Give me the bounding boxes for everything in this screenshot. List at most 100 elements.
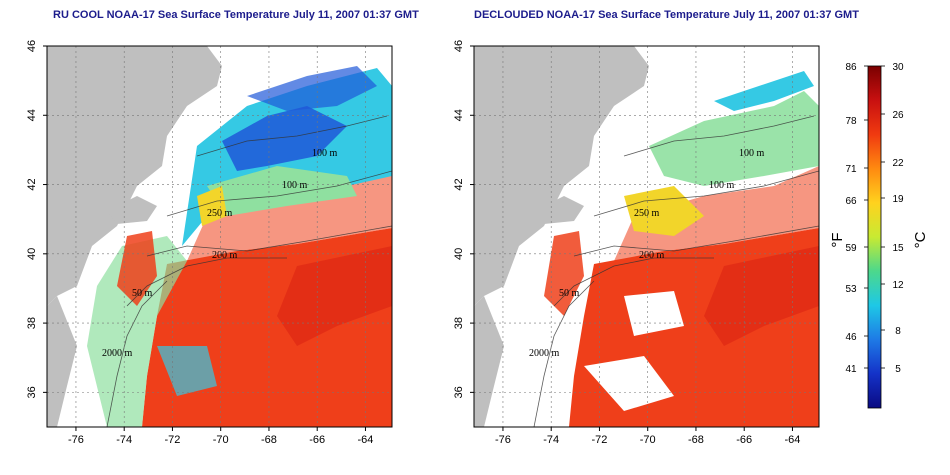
- slope-water-region: [614, 166, 819, 261]
- bathymetry-contour: [593, 170, 819, 217]
- lon-tick-label: -66: [736, 434, 752, 446]
- lat-tick-label: 42: [453, 178, 465, 190]
- celsius-tick-label: 15: [892, 243, 904, 254]
- cape-cod: [107, 196, 157, 224]
- map-area: [474, 46, 819, 427]
- contour-depth-label: 250 m: [634, 208, 660, 219]
- masked-area: [624, 291, 684, 336]
- celsius-tick-label: 12: [892, 280, 904, 291]
- contour-depth-label: 250 m: [207, 208, 233, 219]
- contour-depth-label: 100 m: [739, 148, 765, 159]
- lon-tick-label: -66: [309, 434, 325, 446]
- contour-depth-label: 200 m: [212, 250, 238, 261]
- map-frame: [473, 45, 820, 428]
- celsius-tick-label: 5: [895, 364, 901, 375]
- fahrenheit-tick-label: 78: [845, 116, 857, 127]
- lon-tick-label: -70: [213, 434, 229, 446]
- right-map-panel: 100 m 100 m 200 m 250 m 50 m 2000 m -76 -74 -72 -…: [453, 40, 820, 446]
- celsius-ticks: 30 26 22 19 15 12 8 5: [881, 62, 904, 375]
- fahrenheit-tick-label: 53: [845, 284, 857, 295]
- lat-tick-label: 42: [26, 178, 38, 190]
- bathymetry-contour: [106, 280, 168, 427]
- contour-depth-label: 200 m: [639, 250, 665, 261]
- contour-depth-label: 100 m: [709, 180, 735, 191]
- contour-depth-label: 2000 m: [102, 348, 133, 359]
- contour-depth-label: 50 m: [132, 288, 153, 299]
- celsius-tick-label: 8: [895, 326, 901, 337]
- fahrenheit-tick-label: 41: [845, 364, 857, 375]
- cold-cloud-region: [247, 66, 377, 111]
- contour-depth-label: 100 m: [282, 180, 308, 191]
- bathymetry-contour: [623, 115, 815, 157]
- lat-tick-label: 38: [453, 317, 465, 329]
- lat-tick-label: 38: [26, 317, 38, 329]
- contour-depth-label: 50 m: [559, 288, 580, 299]
- bathymetry-contour: [573, 225, 819, 257]
- lat-tick-label: 46: [453, 40, 465, 52]
- left-panel-title: RU COOL NOAA-17 Sea Surface Temperature …: [53, 9, 419, 21]
- lon-tick-label: -68: [261, 434, 277, 446]
- lat-tick-label: 44: [453, 109, 465, 121]
- lat-tick-label: 46: [26, 40, 38, 52]
- lon-tick-label: -74: [543, 434, 559, 446]
- warm-core-region: [704, 246, 819, 346]
- celsius-unit-label: °C: [912, 231, 929, 248]
- bathymetry-contour: [533, 280, 595, 427]
- fahrenheit-ticks: 86 78 71 66 59 53 46 41: [845, 62, 868, 375]
- celsius-tick-label: 26: [892, 110, 904, 121]
- mid-temperature-region: [207, 166, 357, 216]
- map-frame: [46, 45, 393, 428]
- fahrenheit-tick-label: 66: [845, 196, 857, 207]
- lon-tick-label: -64: [358, 434, 374, 446]
- nearshore-warm-patch: [544, 231, 584, 316]
- lon-tick-label: -72: [165, 434, 181, 446]
- masked-area: [584, 356, 674, 411]
- land-mass: [47, 296, 77, 427]
- lon-tick-label: -70: [640, 434, 656, 446]
- lon-tick-label: -64: [785, 434, 801, 446]
- lon-tick-label: -74: [116, 434, 132, 446]
- left-map-panel: 100 m 100 m 200 m 250 m 50 m 2000 m -76 -74 -72 -…: [26, 40, 393, 446]
- right-panel-title: DECLOUDED NOAA-17 Sea Surface Temperatur…: [474, 9, 859, 21]
- cold-cloud-region: [222, 106, 347, 171]
- bathymetry-contour: [166, 170, 392, 217]
- yellow-patch: [197, 186, 227, 226]
- lat-tick-label: 36: [26, 386, 38, 398]
- lon-tick-label: -68: [688, 434, 704, 446]
- land-mass: [474, 296, 504, 427]
- lon-tick-label: -72: [592, 434, 608, 446]
- land-mass: [47, 46, 222, 306]
- celsius-tick-label: 30: [892, 62, 904, 73]
- bathymetry-contour: [146, 225, 392, 257]
- lat-tick-label: 40: [26, 248, 38, 260]
- bathymetry-contour: [126, 257, 287, 307]
- cloud-patch: [157, 346, 217, 396]
- cape-cod: [534, 196, 584, 224]
- lat-tick-label: 44: [26, 109, 38, 121]
- cool-shelf-water: [714, 71, 814, 111]
- contour-depth-label: 2000 m: [529, 348, 560, 359]
- bathymetry-contour: [196, 115, 388, 157]
- warm-core-region: [277, 246, 392, 346]
- shelf-cloud-region: [87, 236, 187, 427]
- celsius-tick-label: 19: [892, 194, 904, 205]
- lon-tick-label: -76: [495, 434, 511, 446]
- cool-shelf-water: [649, 91, 819, 186]
- colorbar: 86 78 71 66 59 53 46 41 30 26 22 19 15 12 8 5 °F °C: [829, 62, 929, 409]
- lat-tick-label: 40: [453, 248, 465, 260]
- contour-depth-label: 100 m: [312, 148, 338, 159]
- lon-tick-label: -76: [68, 434, 84, 446]
- fahrenheit-tick-label: 59: [845, 243, 857, 254]
- lat-tick-label: 36: [453, 386, 465, 398]
- colorbar-bar: [867, 65, 882, 409]
- nearshore-warm-patch: [117, 231, 157, 306]
- celsius-tick-label: 22: [892, 158, 904, 169]
- fahrenheit-unit-label: °F: [829, 232, 846, 247]
- fahrenheit-tick-label: 86: [845, 62, 857, 73]
- bathymetry-contour: [553, 257, 714, 307]
- fahrenheit-tick-label: 46: [845, 332, 857, 343]
- map-area: [47, 46, 392, 427]
- yellow-patch: [624, 186, 704, 236]
- fahrenheit-tick-label: 71: [845, 164, 857, 175]
